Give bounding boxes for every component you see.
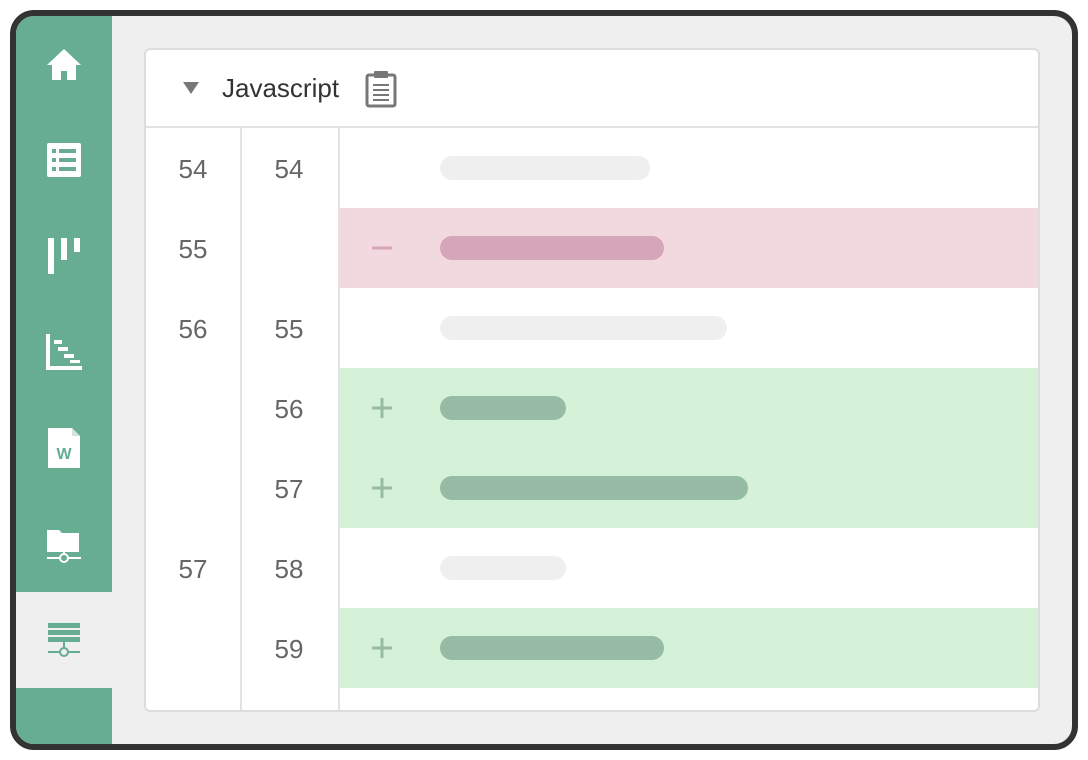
sidebar-item-home[interactable]: [16, 16, 112, 112]
minus-icon: [372, 246, 392, 250]
diff-row-added: 59: [146, 608, 1038, 688]
collapse-triangle-icon[interactable]: [182, 80, 200, 96]
diff-body: 54 54 55 56 55 56 57 57 58 59: [146, 128, 1038, 710]
sidebar-item-board[interactable]: [16, 208, 112, 304]
code-line-placeholder: [440, 396, 566, 420]
home-icon: [47, 49, 81, 80]
code-line-placeholder: [440, 156, 650, 180]
gantt-chart-icon: [46, 334, 82, 370]
clipboard-icon[interactable]: [364, 70, 398, 108]
new-line-number: 59: [274, 634, 304, 664]
file-name: Javascript: [222, 73, 340, 103]
plus-icon: [372, 478, 392, 498]
sidebar-item-gantt[interactable]: [16, 304, 112, 400]
old-line-number: 56: [178, 314, 208, 344]
sidebar-item-network-files[interactable]: [16, 496, 112, 592]
old-line-number: 57: [178, 554, 208, 584]
diff-row-removed: 55: [146, 208, 1038, 288]
diff-row-added: 56: [146, 368, 1038, 448]
network-folder-icon: [47, 530, 81, 563]
new-line-number: 55: [274, 314, 304, 344]
sidebar-item-list[interactable]: [16, 112, 112, 208]
sidebar-item-documents[interactable]: W: [16, 400, 112, 496]
code-line-placeholder: [440, 316, 727, 340]
app-window: W Javascr: [10, 10, 1078, 750]
new-line-number: 58: [274, 554, 304, 584]
new-line-number: 54: [274, 154, 304, 184]
plus-icon: [372, 398, 392, 418]
code-line-placeholder: [440, 476, 748, 500]
diff-row-context: 57 58: [146, 528, 1038, 608]
sidebar: W: [16, 16, 112, 744]
diff-row-added: 57: [146, 448, 1038, 528]
plus-icon: [372, 638, 392, 658]
file-header: Javascript: [146, 50, 1038, 128]
server-icon: [48, 623, 80, 657]
diff-row-context: 56 55: [146, 288, 1038, 368]
new-line-number: 57: [274, 474, 304, 504]
sidebar-item-servers[interactable]: [16, 592, 112, 688]
list-icon: [47, 143, 81, 177]
diff-row-context: 54 54: [146, 128, 1038, 208]
new-line-number: 56: [274, 394, 304, 424]
old-line-divider: [240, 128, 242, 710]
old-line-number: 54: [178, 154, 208, 184]
word-document-icon: W: [48, 428, 80, 468]
code-line-placeholder: [440, 636, 664, 660]
old-line-number: 55: [178, 234, 208, 264]
svg-text:W: W: [56, 446, 72, 463]
kanban-board-icon: [48, 238, 80, 274]
code-line-placeholder: [440, 236, 664, 260]
new-line-divider: [338, 128, 340, 710]
code-line-placeholder: [440, 556, 566, 580]
diff-panel: Javascript 54 54 55 56 55 56 57 57 58 59: [144, 48, 1040, 712]
